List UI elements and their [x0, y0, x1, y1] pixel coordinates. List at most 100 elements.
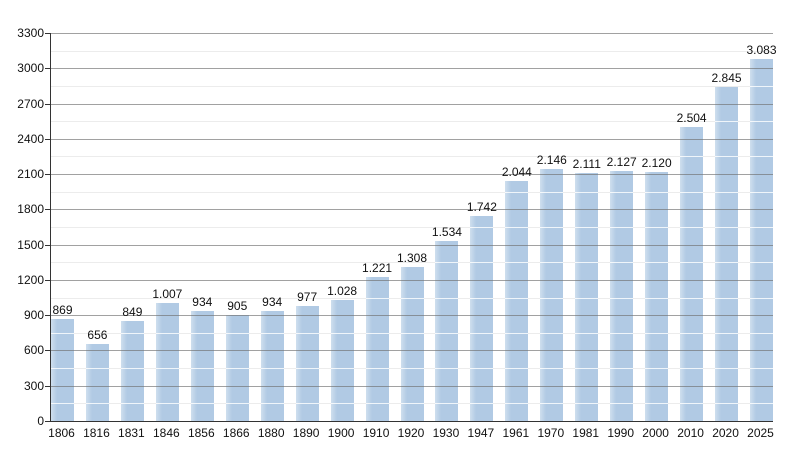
- gridline-major: [51, 279, 773, 281]
- bar-minor-gridline: [540, 191, 564, 193]
- bar-minor-gridline: [120, 403, 144, 405]
- bar-1947: [470, 216, 494, 421]
- bar-minor-gridline: [610, 332, 634, 334]
- bar-minor-gridline: [505, 368, 529, 370]
- bar-minor-gridline: [400, 368, 424, 370]
- y-axis-tick: [45, 385, 51, 387]
- y-axis-label: 3300: [17, 26, 44, 40]
- gridline-major: [51, 138, 773, 140]
- bar-minor-gridline: [575, 403, 599, 405]
- bar-1816: [85, 343, 109, 421]
- bar-value-label: 2.127: [606, 154, 637, 169]
- y-axis-tick: [45, 350, 51, 352]
- bar-minor-gridline: [680, 332, 704, 334]
- bar-minor-gridline: [295, 403, 319, 405]
- bar-1930: [435, 240, 459, 421]
- bar-minor-gridline: [715, 368, 739, 370]
- bar-minor-gridline: [365, 332, 389, 334]
- bar-minor-gridline: [400, 297, 424, 299]
- bar-minor-gridline: [505, 191, 529, 193]
- bar-minor-gridline: [715, 297, 739, 299]
- bar-minor-gridline: [715, 262, 739, 264]
- bar-value-label: 905: [227, 298, 248, 313]
- gridline-minor: [51, 227, 773, 228]
- bar-minor-gridline: [610, 262, 634, 264]
- y-axis-label: 1200: [17, 272, 44, 287]
- bar-minor-gridline: [155, 368, 179, 370]
- bar-minor-gridline: [260, 332, 284, 334]
- bar-minor-gridline: [715, 121, 739, 123]
- bar-minor-gridline: [85, 403, 109, 405]
- bar-minor-gridline: [225, 332, 249, 334]
- bar-minor-gridline: [645, 368, 669, 370]
- gridline-major: [51, 103, 773, 105]
- y-axis-label: 2700: [17, 96, 44, 111]
- x-axis-label: 1856: [187, 426, 215, 440]
- bar-minor-gridline: [225, 368, 249, 370]
- bar-value-label: 1.007: [152, 286, 183, 301]
- bar-minor-gridline: [750, 368, 773, 370]
- bar-minor-gridline: [540, 297, 564, 299]
- y-axis-label: 600: [23, 343, 44, 358]
- x-axis-label: 1846: [152, 426, 180, 440]
- bar-1880: [260, 311, 284, 421]
- gridline-minor: [51, 262, 773, 264]
- bar-minor-gridline: [680, 403, 704, 405]
- bar-minor-gridline: [540, 227, 564, 228]
- bar-minor-gridline: [400, 403, 424, 405]
- x-axis-label: 1880: [257, 426, 285, 440]
- x-axis-label: 1970: [537, 426, 565, 440]
- bar-value-label: 1.028: [327, 284, 358, 299]
- y-axis-tick: [45, 33, 51, 34]
- bar-minor-gridline: [470, 332, 494, 334]
- y-axis-tick: [45, 421, 51, 422]
- bar-1981: [575, 172, 599, 421]
- bar-minor-gridline: [575, 332, 599, 334]
- bar-minor-gridline: [260, 403, 284, 405]
- bar-minor-gridline: [750, 156, 773, 158]
- bar-2000: [645, 171, 669, 421]
- bar-minor-gridline: [400, 332, 424, 334]
- bar-value-label: 849: [122, 305, 143, 320]
- bar-minor-gridline: [715, 332, 739, 334]
- bar-value-label: 1.221: [362, 261, 393, 276]
- bar-minor-gridline: [750, 227, 773, 228]
- bar-minor-gridline: [680, 297, 704, 299]
- bar-1970: [540, 168, 564, 421]
- x-axis-label: 1831: [118, 426, 145, 440]
- bar-value-label: 2.845: [711, 70, 742, 85]
- bar-2025: [750, 58, 773, 421]
- x-axis-label: 1816: [83, 426, 110, 440]
- y-axis-label: 2100: [17, 167, 44, 182]
- y-axis-label: 1500: [17, 237, 44, 252]
- bar-minor-gridline: [715, 227, 739, 228]
- bar-minor-gridline: [645, 191, 669, 193]
- y-axis-label: 0: [37, 414, 44, 428]
- x-axis-label: 1806: [48, 426, 75, 440]
- bar-minor-gridline: [435, 297, 459, 299]
- bar-1890: [295, 306, 319, 421]
- bar-minor-gridline: [190, 332, 214, 334]
- bar-minor-gridline: [190, 403, 214, 405]
- bar-minor-gridline: [540, 262, 564, 264]
- bar-1846: [155, 302, 179, 421]
- bar-value-label: 1.534: [431, 224, 462, 239]
- gridline-minor: [51, 50, 773, 52]
- y-axis-label: 1800: [17, 202, 44, 217]
- bar-minor-gridline: [610, 297, 634, 299]
- bar-minor-gridline: [715, 403, 739, 405]
- bar-minor-gridline: [575, 297, 599, 299]
- y-axis-tick: [45, 68, 51, 70]
- bar-2010: [680, 126, 704, 421]
- bar-1990: [610, 170, 634, 421]
- x-axis-label: 2020: [712, 426, 739, 440]
- bar-value-label: 1.742: [466, 200, 497, 215]
- y-axis-tick: [45, 174, 51, 176]
- gridline-major: [51, 33, 773, 34]
- bar-minor-gridline: [575, 368, 599, 370]
- bar-value-label: 656: [87, 327, 108, 342]
- bar-minor-gridline: [750, 262, 773, 264]
- gridline-major: [51, 174, 773, 176]
- bar-value-label: 1.308: [396, 251, 428, 266]
- bar-minor-gridline: [470, 227, 494, 228]
